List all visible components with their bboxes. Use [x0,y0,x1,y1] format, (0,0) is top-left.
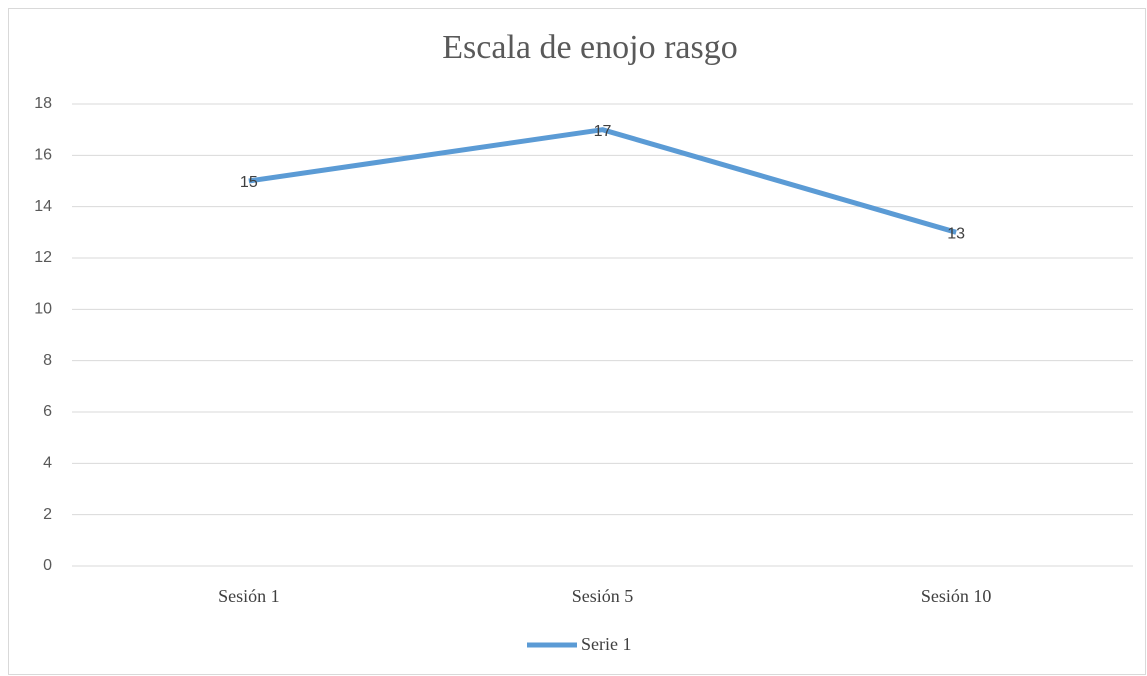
data-label: 17 [594,123,612,140]
y-tick-label: 6 [43,403,52,420]
data-label: 13 [947,226,965,243]
y-tick-label: 2 [43,506,52,523]
data-label: 15 [240,174,258,191]
x-tick-label: Sesión 5 [572,586,634,606]
legend-label: Serie 1 [581,634,631,654]
y-tick-label: 16 [34,147,52,164]
chart-title: Escala de enojo rasgo [442,29,738,66]
y-tick-label: 4 [43,455,52,472]
y-tick-label: 8 [43,352,52,369]
y-tick-label: 14 [34,198,52,215]
y-tick-label: 0 [43,557,52,574]
x-tick-label: Sesión 10 [921,586,992,606]
y-tick-label: 18 [34,95,52,112]
y-tick-label: 10 [34,301,52,318]
x-tick-label: Sesión 1 [218,586,280,606]
line-series [248,127,957,235]
chart-frame [8,8,1146,675]
y-tick-label: 12 [34,249,52,266]
